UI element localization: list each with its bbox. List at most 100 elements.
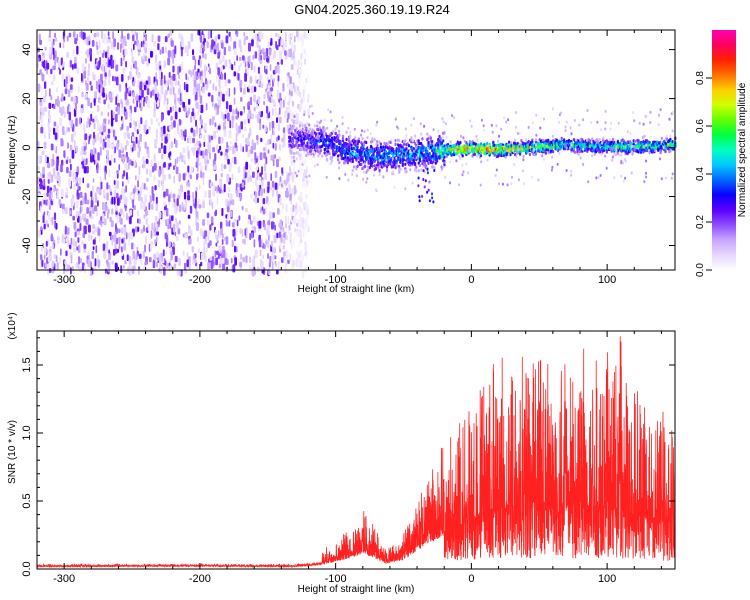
heatmap-cell (259, 31, 262, 40)
heatmap-cell (414, 134, 417, 138)
heatmap-cell (250, 175, 252, 183)
heatmap-cell (169, 30, 173, 36)
heatmap-cell (305, 255, 308, 260)
heatmap-cell (349, 154, 352, 158)
heatmap-cell (144, 84, 147, 91)
heatmap-cell (290, 83, 294, 92)
heatmap-cell (222, 55, 225, 63)
heatmap-cell (352, 147, 356, 151)
heatmap-cell (300, 99, 303, 104)
heatmap-cell (62, 105, 65, 115)
heatmap-cell (239, 262, 242, 268)
heatmap-cell (101, 30, 103, 40)
heatmap-cell (272, 247, 276, 254)
heatmap-cell (50, 68, 53, 75)
heatmap-cell (284, 31, 287, 41)
heatmap-cell (110, 60, 113, 69)
heatmap-cell (258, 220, 262, 229)
heatmap-cell (255, 177, 257, 186)
heatmap-cell (91, 40, 95, 47)
heatmap-cell (278, 231, 281, 239)
heatmap-cell (155, 196, 158, 204)
heatmap-cell (418, 159, 421, 163)
heatmap-cell (86, 166, 89, 174)
heatmap-cell (57, 99, 60, 107)
heatmap-cell (169, 265, 172, 270)
heatmap-cell (185, 73, 188, 81)
heatmap-cell (70, 96, 74, 102)
heatmap-cell (274, 142, 277, 151)
heatmap-cell (109, 96, 113, 103)
heatmap-cell (228, 220, 231, 227)
heatmap-cell (178, 257, 181, 267)
heatmap-cell (119, 83, 122, 92)
heatmap-cell (277, 75, 280, 82)
heatmap-cell (162, 256, 165, 264)
heatmap-cell (93, 146, 95, 155)
heatmap-cell (248, 42, 251, 52)
heatmap-cell (178, 32, 181, 39)
heatmap-cell (223, 128, 227, 137)
heatmap-cell (73, 96, 76, 105)
heatmap-cell (147, 149, 150, 158)
heatmap-cell (105, 64, 108, 73)
heatmap-cell (250, 61, 253, 71)
heatmap-cell (187, 190, 190, 196)
heatmap-cell (67, 142, 69, 149)
heatmap-cell (99, 146, 102, 156)
heatmap-cell (157, 92, 159, 97)
heatmap-cell (80, 107, 84, 114)
heatmap-cell (188, 135, 192, 144)
heatmap-cell (266, 239, 270, 248)
heatmap-cell (37, 185, 40, 192)
heatmap-cell (76, 231, 80, 236)
heatmap-cell (216, 108, 219, 115)
heatmap-cell (82, 232, 85, 239)
heatmap-cell (262, 198, 266, 205)
heatmap-cell (268, 262, 271, 268)
heatmap-cell (141, 59, 145, 65)
heatmap-cell (44, 89, 47, 98)
heatmap-cell (242, 256, 245, 263)
heatmap-cell (273, 131, 275, 136)
heatmap-cell (110, 126, 114, 133)
heatmap-cell (152, 165, 155, 173)
heatmap-cell (339, 139, 342, 144)
heatmap-cell (263, 147, 266, 152)
heatmap-cell (143, 124, 147, 133)
heatmap-cell (56, 87, 58, 93)
heatmap-cell (251, 113, 254, 120)
heatmap-cell (255, 158, 258, 163)
heatmap-cell (111, 196, 114, 205)
heatmap-cell (37, 165, 40, 171)
heatmap-cell (216, 144, 219, 151)
heatmap-cell (137, 44, 141, 50)
heatmap-cell (143, 96, 146, 102)
heatmap-cell (139, 102, 141, 109)
heatmap-cell (40, 246, 44, 251)
heatmap-cell (71, 133, 74, 142)
heatmap-cell (222, 114, 225, 121)
heatmap-cell (272, 108, 274, 116)
heatmap-cell (234, 142, 237, 149)
heatmap-cell (128, 232, 131, 239)
heatmap-cell (89, 53, 92, 62)
heatmap-cell (50, 143, 54, 151)
heatmap-cell (163, 201, 166, 207)
heatmap-cell (289, 76, 292, 85)
heatmap-cell (88, 135, 91, 142)
heatmap-cell (240, 97, 243, 102)
heatmap-cell (357, 139, 360, 144)
heatmap-cell (75, 118, 78, 127)
heatmap-cell (127, 267, 130, 275)
heatmap-cell (296, 113, 299, 122)
heatmap-cell (200, 119, 203, 125)
heatmap-cell (228, 202, 231, 207)
heatmap-cell (116, 248, 119, 253)
heatmap-cell (384, 150, 387, 154)
heatmap-cell (119, 216, 122, 223)
heatmap-cell (40, 114, 43, 124)
heatmap-cell (96, 50, 100, 55)
heatmap-cell (249, 164, 252, 170)
heatmap-cell (214, 44, 217, 50)
